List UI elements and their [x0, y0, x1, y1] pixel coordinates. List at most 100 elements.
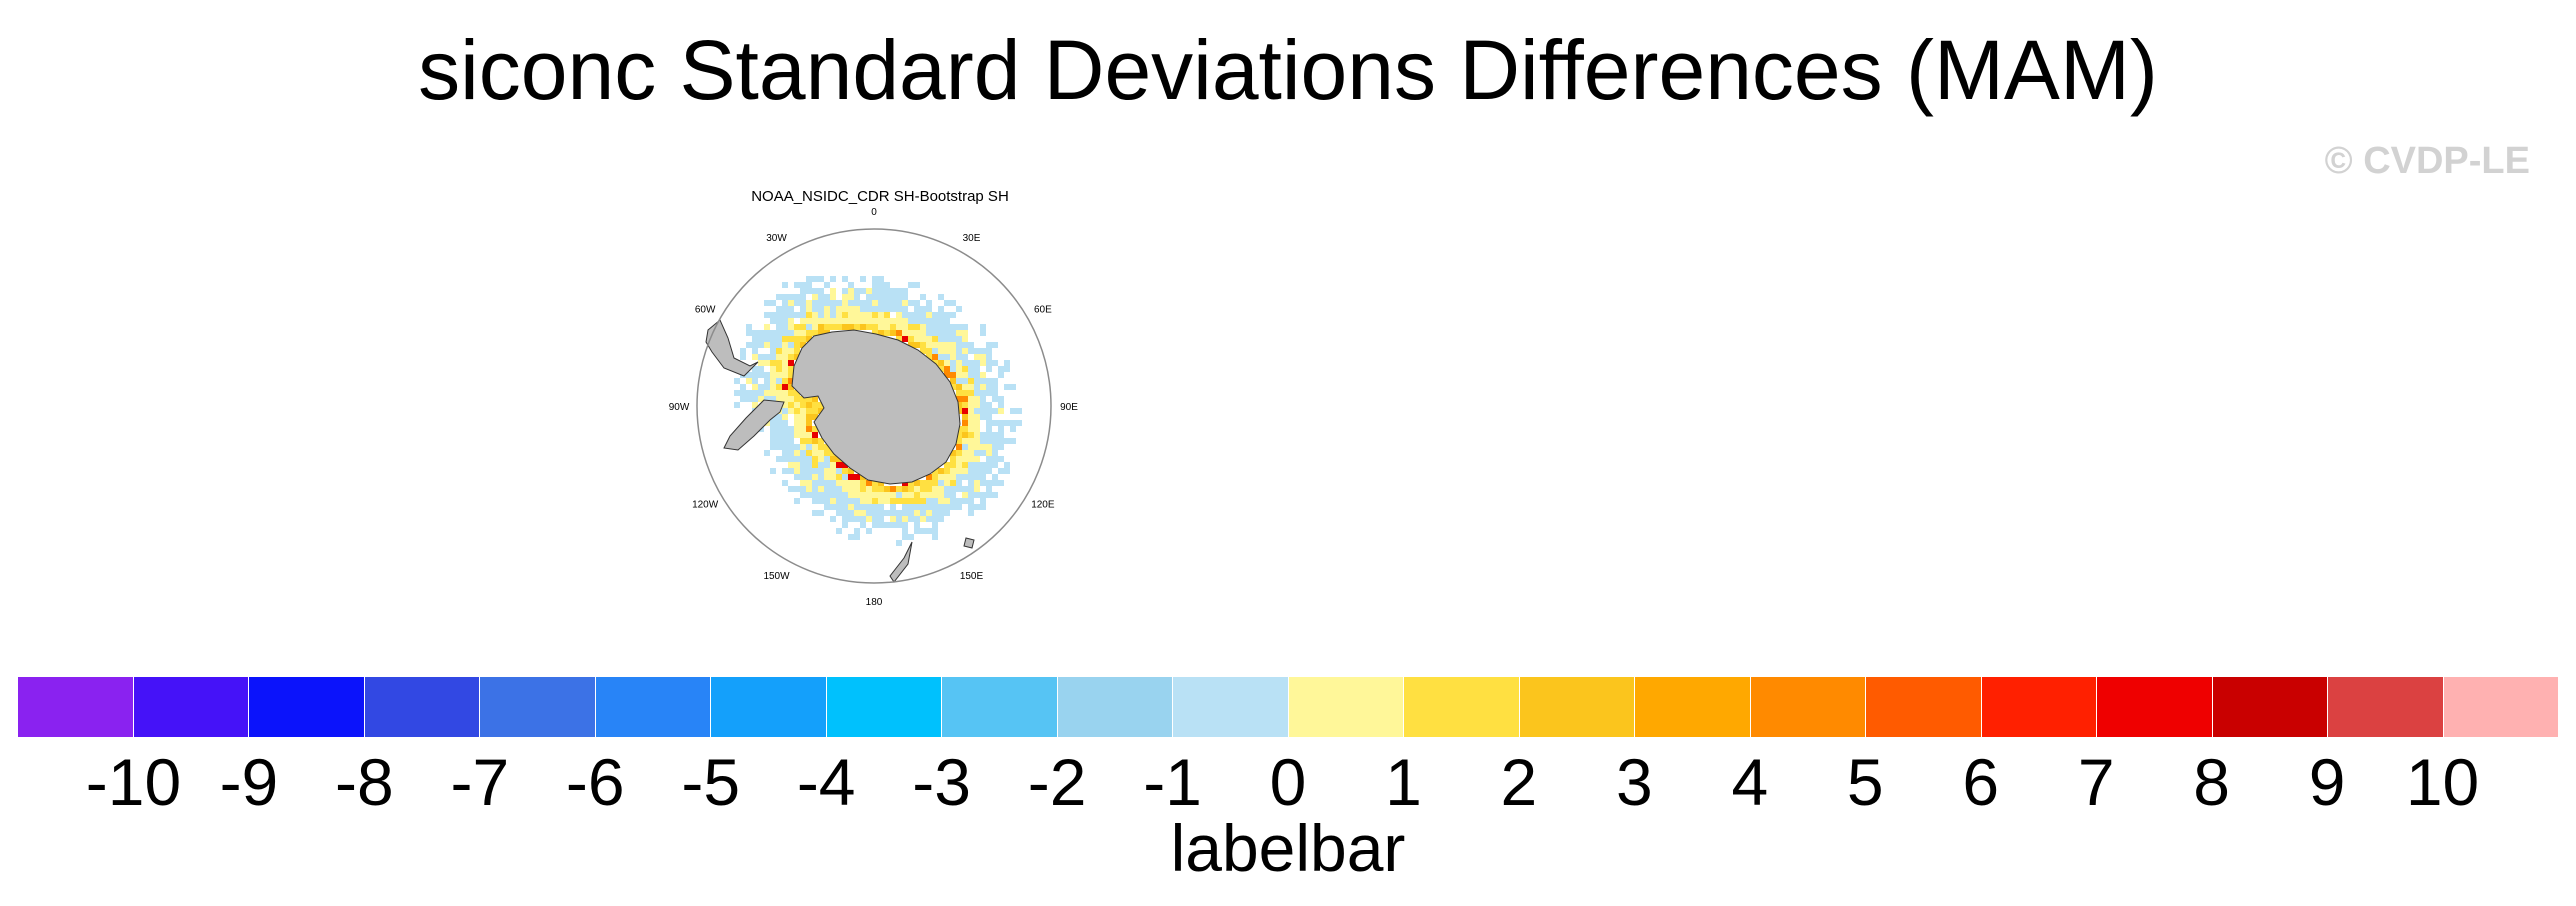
ice-cell	[968, 456, 974, 462]
ice-cell	[770, 336, 776, 342]
ice-cell	[902, 528, 908, 534]
ice-cell	[962, 342, 968, 348]
ice-cell	[782, 402, 788, 408]
ice-cell	[884, 492, 890, 498]
ice-cell	[866, 492, 872, 498]
ice-cell	[818, 438, 824, 444]
ice-cell	[944, 462, 950, 468]
ice-cell	[926, 312, 932, 318]
ice-cell	[944, 372, 950, 378]
ice-cell	[782, 366, 788, 372]
ice-cell	[932, 486, 938, 492]
ice-cell	[842, 306, 848, 312]
labelbar-tick: -1	[1143, 745, 1202, 819]
ice-cell	[752, 372, 758, 378]
ice-cell	[974, 432, 980, 438]
ice-cell	[968, 414, 974, 420]
ice-cell	[794, 420, 800, 426]
ice-cell	[998, 438, 1004, 444]
ice-cell	[938, 480, 944, 486]
ice-cell	[794, 474, 800, 480]
ice-cell	[860, 288, 866, 294]
longitude-label: 120E	[1031, 500, 1055, 511]
ice-cell	[902, 522, 908, 528]
ice-cell	[866, 318, 872, 324]
ice-cell	[830, 498, 836, 504]
ice-cell	[830, 456, 836, 462]
ice-cell	[986, 354, 992, 360]
ice-cell	[782, 336, 788, 342]
ice-cell	[986, 390, 992, 396]
ice-cell	[824, 282, 830, 288]
ice-cell	[776, 384, 782, 390]
ice-cell	[776, 426, 782, 432]
ice-cell	[812, 444, 818, 450]
ice-cell	[764, 372, 770, 378]
ice-cell	[974, 366, 980, 372]
ice-cell	[992, 396, 998, 402]
ice-cell	[758, 396, 764, 402]
ice-cell	[926, 474, 932, 480]
ice-cell	[884, 510, 890, 516]
ice-cell	[968, 438, 974, 444]
ice-cell	[884, 498, 890, 504]
ice-cell	[818, 294, 824, 300]
ice-cell	[920, 504, 926, 510]
ice-cell	[782, 396, 788, 402]
ice-cell	[962, 468, 968, 474]
ice-cell	[962, 414, 968, 420]
ice-cell	[890, 306, 896, 312]
ice-cell	[968, 372, 974, 378]
ice-cell	[944, 312, 950, 318]
ice-cell	[758, 372, 764, 378]
ice-cell	[938, 492, 944, 498]
ice-cell	[980, 450, 986, 456]
ice-cell	[776, 438, 782, 444]
ice-cell	[812, 492, 818, 498]
ice-cell	[866, 306, 872, 312]
ice-cell	[794, 498, 800, 504]
ice-cell	[878, 294, 884, 300]
longitude-label: 120W	[692, 500, 719, 511]
ice-cell	[890, 324, 896, 330]
ice-cell	[842, 480, 848, 486]
ice-cell	[818, 408, 824, 414]
ice-cell	[872, 330, 878, 336]
ice-cell	[830, 486, 836, 492]
ice-cell	[800, 324, 806, 330]
ice-cell	[968, 492, 974, 498]
ice-cell	[938, 516, 944, 522]
ice-cell	[914, 312, 920, 318]
ice-cell	[830, 504, 836, 510]
ice-cell	[794, 414, 800, 420]
ice-cell	[974, 414, 980, 420]
ice-cell	[914, 342, 920, 348]
ice-cell	[806, 462, 812, 468]
ice-cell	[860, 306, 866, 312]
ice-cell	[938, 360, 944, 366]
ice-cell	[824, 492, 830, 498]
ice-cell	[998, 396, 1004, 402]
ice-cell	[968, 486, 974, 492]
ice-cell	[806, 306, 812, 312]
ice-cell	[788, 312, 794, 318]
ice-cell	[752, 396, 758, 402]
ice-cell	[782, 312, 788, 318]
ice-cell	[806, 438, 812, 444]
ice-cell	[848, 534, 854, 540]
ice-cell	[866, 486, 872, 492]
ice-cell	[962, 366, 968, 372]
ice-cell	[992, 450, 998, 456]
ice-cell	[812, 324, 818, 330]
ice-cell	[974, 468, 980, 474]
map-title: NOAA_NSIDC_CDR SH-Bootstrap SH	[751, 188, 1009, 205]
ice-cell	[812, 438, 818, 444]
ice-cell	[974, 426, 980, 432]
ice-cell	[926, 528, 932, 534]
ice-cell	[884, 330, 890, 336]
ice-cell	[944, 498, 950, 504]
ice-cell	[908, 318, 914, 324]
ice-cell	[962, 456, 968, 462]
ice-cell	[818, 486, 824, 492]
ice-cell	[920, 336, 926, 342]
